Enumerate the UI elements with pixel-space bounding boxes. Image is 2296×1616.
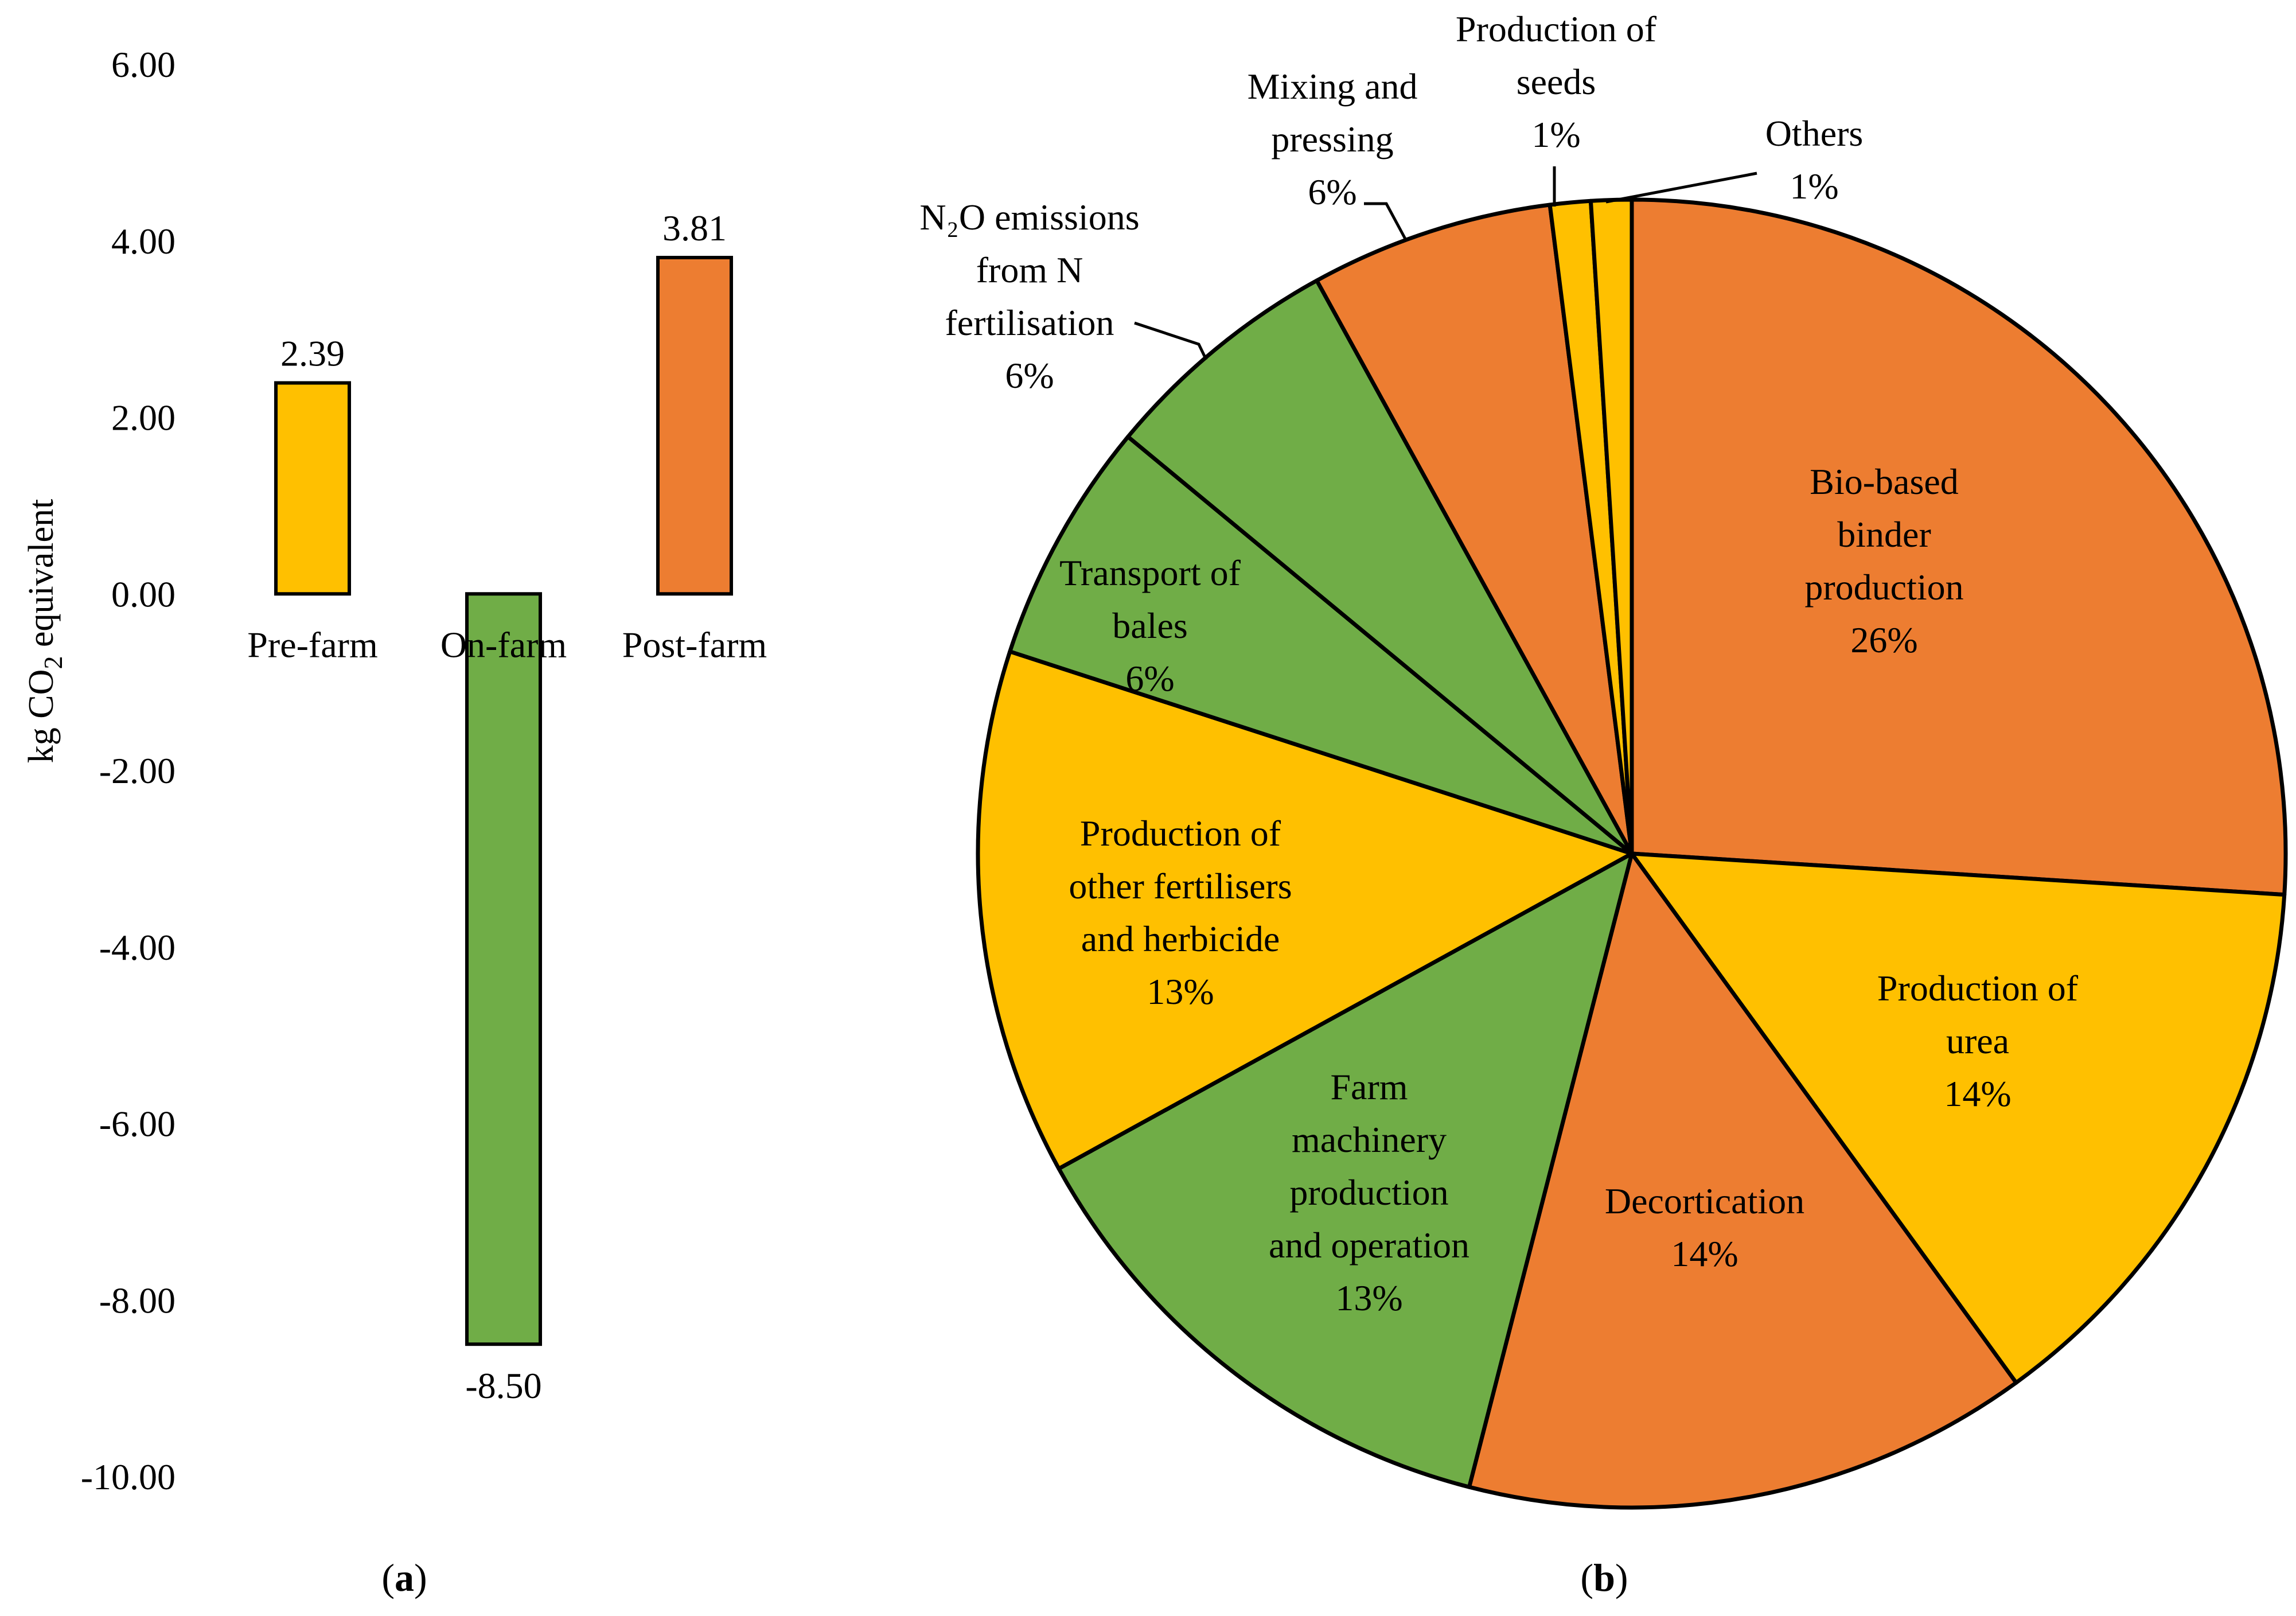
slice-label-line: production [1289, 1172, 1448, 1213]
pie-slices [976, 197, 2288, 1510]
slice-label-line: 6% [1308, 172, 1356, 212]
pie-slice [1467, 851, 2018, 1510]
slice-label-line: and operation [1269, 1225, 1469, 1265]
slice-label: Transport of bales 6% [1059, 552, 1241, 699]
panel-label-a-open: ( [381, 1556, 395, 1599]
pie-slice [976, 649, 1634, 1171]
pie-slice [1126, 278, 1634, 856]
pie-chart: Bio-based binder production 26% Production o… [919, 9, 2288, 1599]
value-label: 3.81 [662, 208, 727, 248]
slice-label-line: Transport of [1059, 552, 1241, 593]
slice-label: N₂O emissions from N fertilisation 6% [919, 197, 1139, 396]
panel-label-b-open: ( [1580, 1556, 1593, 1599]
slice-label-line: 1% [1790, 166, 1838, 207]
slice-label-line: fertilisation [945, 302, 1114, 343]
category-label: On-farm [441, 624, 567, 665]
leader-lines [1134, 166, 1757, 361]
value-label: 2.39 [280, 333, 345, 373]
slice-label: Decortication 14% [1605, 1181, 1804, 1274]
slice-label-line: Mixing and [1248, 66, 1418, 107]
bar-chart: 6.00 4.00 2.00 0.00 -2.00 -4.00 -6.00 -8.00 -10.… [22, 44, 767, 1599]
slice-label-line: Others [1765, 113, 1864, 154]
y-tick-label: -2.00 [99, 750, 176, 791]
slice-label-line: N₂O emissions [919, 197, 1139, 237]
y-tick-label: 2.00 [111, 398, 176, 438]
slice-label-line: 14% [1944, 1073, 2011, 1114]
slice-label-line: 26% [1850, 620, 1917, 660]
bars [274, 255, 733, 1346]
panel-label-a-letter: a [395, 1556, 414, 1599]
y-axis-label-prefix: kg CO [22, 669, 61, 764]
panel-label-a-close: ) [414, 1556, 427, 1599]
y-axis-label: kg CO2 equivalent [22, 499, 68, 763]
slice-label-line: pressing [1271, 119, 1393, 159]
slice-label-line: Farm [1330, 1066, 1408, 1107]
slice-label-line: Decortication [1605, 1181, 1804, 1221]
bar-pre-farm [274, 381, 351, 596]
slice-label-line: 13% [1335, 1278, 1402, 1318]
pie-slice [1008, 434, 1634, 856]
slice-label: Production of seeds 1% [1456, 9, 1657, 155]
pie-slice [1057, 851, 1634, 1489]
slice-label-line: 6% [1125, 658, 1174, 699]
leader-line [1364, 202, 1408, 242]
pie-slice-labels: Bio-based binder production 26% Production o… [919, 9, 2078, 1318]
y-tick-label: -4.00 [99, 927, 176, 968]
y-tick-label: 4.00 [111, 221, 176, 262]
slice-label-line: 1% [1531, 114, 1580, 155]
panel-label-b: (b) [1580, 1556, 1628, 1599]
slice-label-line: production [1804, 567, 1963, 608]
bar-post-farm [656, 255, 733, 596]
leader-line [1605, 172, 1757, 204]
y-axis-label-subscript: 2 [38, 656, 68, 669]
slice-label-line: 14% [1671, 1233, 1738, 1274]
leader-line [1134, 321, 1208, 361]
y-tick-label: 0.00 [111, 574, 176, 614]
slice-label-line: bales [1112, 605, 1188, 646]
y-axis-label-suffix: equivalent [22, 499, 61, 656]
slice-label-line: 6% [1005, 355, 1054, 396]
pie-slice [1630, 197, 2288, 897]
slice-label-line: seeds [1517, 61, 1596, 102]
category-label: Pre-farm [247, 624, 377, 665]
slice-label-line: Production of [1080, 813, 1281, 854]
slice-label: Mixing and pressing 6% [1248, 66, 1418, 212]
bar-on-farm [465, 592, 542, 1346]
slice-label-line: Production of [1456, 9, 1657, 49]
slice-label: Farm machinery production and operation 13% [1269, 1066, 1469, 1318]
slice-label: Production of other fertilisers and herbic… [1069, 813, 1292, 1012]
panel-label-b-letter: b [1593, 1556, 1615, 1599]
slice-label-line: Production of [1877, 968, 2079, 1008]
panel-label-b-close: ) [1615, 1556, 1628, 1599]
slice-label-line: binder [1837, 514, 1931, 555]
bar-categories: Pre-farm On-farm Post-farm [247, 624, 767, 665]
slice-label-line: machinery [1292, 1119, 1447, 1160]
slice-label-line: from N [976, 250, 1083, 290]
slice-label-line: 13% [1147, 971, 1214, 1012]
y-tick-label: -6.00 [99, 1104, 176, 1144]
y-tick-label: 6.00 [111, 44, 176, 85]
category-label: Post-farm [622, 624, 767, 665]
slice-label-line: Bio-based [1810, 461, 1959, 502]
slice-label: Bio-based binder production 26% [1804, 461, 1963, 660]
bar-value-labels: 2.39 -8.50 3.81 [280, 208, 727, 1406]
slice-label-line: and herbicide [1081, 918, 1280, 959]
slice-label-line: other fertilisers [1069, 866, 1292, 906]
slice-label-line: urea [1946, 1021, 2009, 1061]
pie-slice [1630, 851, 2287, 1385]
y-tick-label: -8.00 [99, 1280, 176, 1321]
value-label: -8.50 [465, 1365, 541, 1406]
slice-label: Others 1% [1765, 113, 1864, 207]
slice-label: Production of urea 14% [1877, 968, 2079, 1114]
y-tick-label: -10.00 [81, 1457, 176, 1497]
y-axis-ticks: 6.00 4.00 2.00 0.00 -2.00 -4.00 -6.00 -8.00 -10.… [81, 44, 176, 1497]
pie-slice [1315, 203, 1634, 856]
panel-label-a: (a) [381, 1556, 427, 1599]
